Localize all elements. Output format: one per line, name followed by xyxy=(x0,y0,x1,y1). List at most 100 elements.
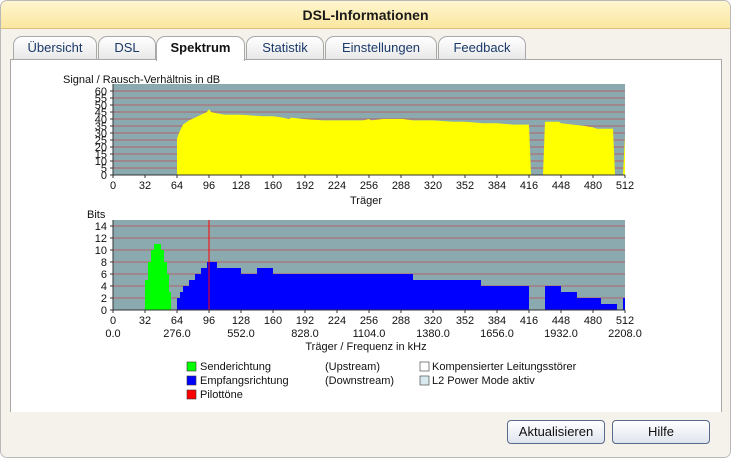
bits-y-tick-label: 8 xyxy=(101,257,107,269)
bits-frequency-tick-label: 2208.0 xyxy=(608,328,642,340)
bits-upstream-bar xyxy=(161,250,164,310)
bits-upstream-bar xyxy=(148,262,151,310)
legend-downstream-label: Empfangsrichtung xyxy=(200,375,289,387)
help-button[interactable]: Hilfe xyxy=(612,420,710,444)
bits-x-tick-label: 416 xyxy=(520,315,538,327)
bits-downstream-bar xyxy=(180,292,183,310)
bits-downstream-bar xyxy=(177,298,180,310)
bits-chart-title: Bits xyxy=(87,209,106,221)
bits-x-axis-label: Träger / Frequenz in kHz xyxy=(305,341,426,353)
bits-x-tick-label: 320 xyxy=(424,315,442,327)
tab-uebersicht[interactable]: Übersicht xyxy=(13,36,97,59)
bits-downstream-bar xyxy=(623,298,625,310)
bits-x-tick-label: 512 xyxy=(616,315,634,327)
snr-x-tick-label: 352 xyxy=(456,180,474,192)
bits-y-tick-label: 10 xyxy=(95,245,107,257)
bits-frequency-tick-label: 1380.0 xyxy=(416,328,450,340)
bits-x-tick-label: 480 xyxy=(584,315,602,327)
bits-downstream-bar xyxy=(545,286,561,310)
legend-upstream-label: Senderichtung xyxy=(200,361,271,373)
bits-x-tick-label: 160 xyxy=(264,315,282,327)
snr-y-tick-label: 50 xyxy=(95,100,107,112)
bits-downstream-bar xyxy=(577,298,601,310)
bits-x-tick-label: 288 xyxy=(392,315,410,327)
snr-series-area xyxy=(177,109,625,175)
refresh-button[interactable]: Aktualisieren xyxy=(507,420,605,444)
snr-x-tick-label: 64 xyxy=(171,180,183,192)
bits-upstream-bar xyxy=(167,274,169,310)
tab-dsl[interactable]: DSL xyxy=(98,36,156,59)
bits-x-tick-label: 256 xyxy=(360,315,378,327)
button-bar: Aktualisieren Hilfe xyxy=(1,412,730,457)
bits-frequency-tick-label: 1656.0 xyxy=(480,328,514,340)
bits-downstream-bar xyxy=(189,280,195,310)
snr-chart-title: Signal / Rausch-Verhältnis in dB xyxy=(63,74,220,86)
title-bar: DSL-Informationen xyxy=(1,1,730,29)
spectrum-panel: Signal / Rausch-Verhältnis in dB 0 5 10 15 2… xyxy=(10,59,722,413)
bits-x-tick-label: 224 xyxy=(328,315,346,327)
tab-spektrum[interactable]: Spektrum xyxy=(156,36,245,61)
snr-x-tick-label: 512 xyxy=(616,180,634,192)
legend-upstream-swatch xyxy=(186,361,197,372)
bits-downstream-bar xyxy=(481,286,529,310)
bits-frequency-tick-label: 1932.0 xyxy=(544,328,578,340)
bits-upstream-bar xyxy=(169,292,171,310)
snr-x-tick-label: 384 xyxy=(488,180,506,192)
snr-x-tick-label: 320 xyxy=(424,180,442,192)
bits-x-tick-label: 448 xyxy=(552,315,570,327)
bits-downstream-bar xyxy=(413,280,453,310)
legend-crosstalk-label: Kompensierter Leitungsstörer xyxy=(432,361,577,373)
legend-l2-label: L2 Power Mode aktiv xyxy=(432,375,535,387)
legend-downstream-swatch xyxy=(186,375,197,386)
bits-downstream-bar xyxy=(561,292,577,310)
bits-downstream-bar xyxy=(257,268,273,310)
bits-x-tick-label: 96 xyxy=(203,315,215,327)
bits-y-tick-label: 2 xyxy=(101,293,107,305)
snr-y-tick-label: 25 xyxy=(95,135,107,147)
bits-upstream-bar xyxy=(154,244,161,310)
bits-frequency-tick-label: 276.0 xyxy=(163,328,191,340)
snr-x-tick-label: 128 xyxy=(232,180,250,192)
bits-x-tick-label: 32 xyxy=(139,315,151,327)
bits-downstream-bar xyxy=(195,274,201,310)
legend: Senderichtung (Upstream) Kompensierter L… xyxy=(186,361,577,401)
snr-y-tick-label: 30 xyxy=(95,128,107,140)
bits-frequency-tick-label: 1104.0 xyxy=(353,328,386,340)
snr-x-tick-label: 0 xyxy=(110,180,116,192)
bits-downstream-bar xyxy=(241,274,257,310)
snr-y-tick-label: 0 xyxy=(101,170,107,182)
bits-x-tick-label: 64 xyxy=(171,315,183,327)
snr-x-tick-label: 448 xyxy=(552,180,570,192)
snr-x-axis-label: Träger xyxy=(350,195,382,207)
bits-downstream-bar xyxy=(601,304,617,310)
snr-x-tick-label: 160 xyxy=(264,180,282,192)
bits-y-tick-label: 4 xyxy=(101,281,107,293)
bits-x-tick-label: 384 xyxy=(488,315,506,327)
snr-y-tick-label: 15 xyxy=(95,149,107,161)
snr-x-tick-label: 224 xyxy=(328,180,346,192)
bits-downstream-bar xyxy=(273,274,413,310)
bits-frequency-tick-label: 0.0 xyxy=(105,328,120,340)
snr-x-tick-label: 192 xyxy=(296,180,314,192)
spectrum-charts: Signal / Rausch-Verhältnis in dB 0510152… xyxy=(63,74,642,401)
snr-x-tick-label: 96 xyxy=(203,180,215,192)
legend-downstream-direction: (Downstream) xyxy=(325,375,394,387)
legend-upstream-direction: (Upstream) xyxy=(325,361,380,373)
snr-y-tick-label: 45 xyxy=(95,107,107,119)
tab-einstellungen[interactable]: Einstellungen xyxy=(325,36,437,59)
bits-y-tick-label: 14 xyxy=(95,221,107,233)
bits-upstream-bar xyxy=(151,250,154,310)
bits-x-tick-label: 352 xyxy=(456,315,474,327)
tab-feedback[interactable]: Feedback xyxy=(438,36,526,59)
snr-y-tick-label: 10 xyxy=(95,156,107,168)
snr-x-tick-label: 288 xyxy=(392,180,410,192)
bits-upstream-bar xyxy=(145,280,148,310)
bits-x-tick-label: 128 xyxy=(232,315,250,327)
snr-x-tick-label: 32 xyxy=(139,180,151,192)
bits-downstream-bar xyxy=(453,280,481,310)
tab-statistik[interactable]: Statistik xyxy=(246,36,324,59)
legend-l2-swatch xyxy=(419,375,430,386)
snr-y-tick-label: 40 xyxy=(95,114,107,126)
